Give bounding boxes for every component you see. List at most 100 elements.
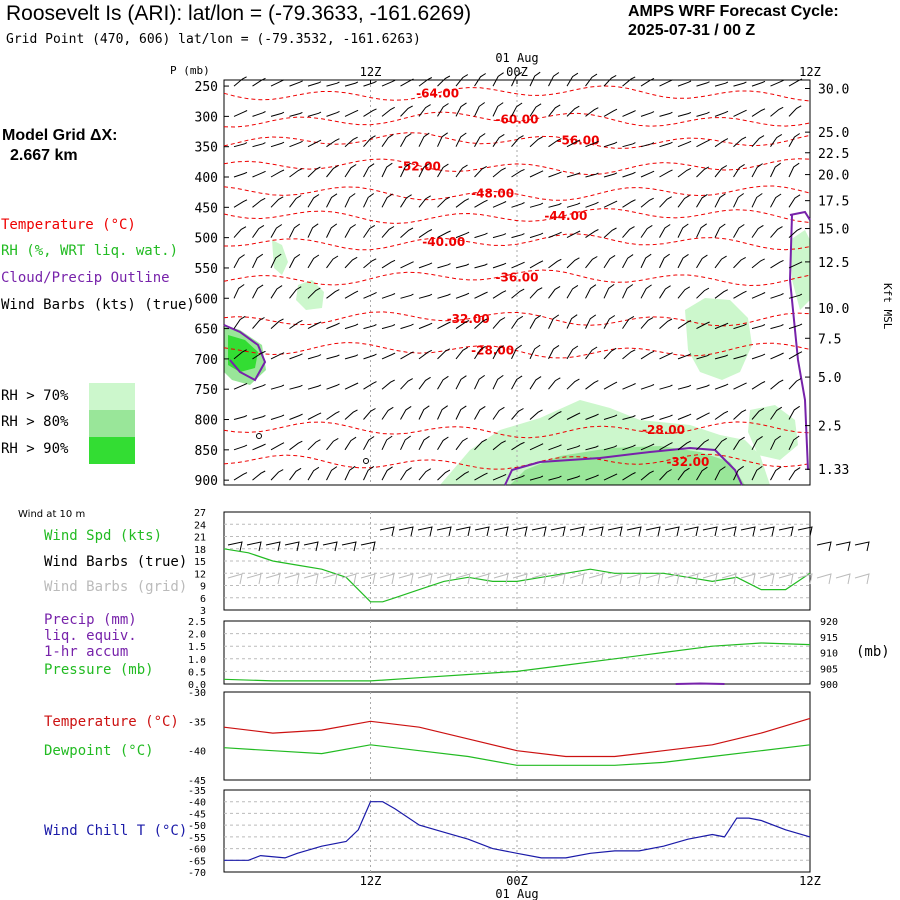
wind-barb-320	[418, 376, 431, 390]
wind-barb-401	[770, 435, 781, 451]
wind-barb-259	[437, 321, 451, 330]
wind-barb-189	[289, 253, 301, 269]
wind-barb-410	[363, 465, 375, 481]
wind10m-grid-barb-30	[797, 573, 813, 585]
chill-panel-ytick-label-1: -65	[188, 856, 206, 867]
wind-barb-208	[640, 253, 652, 269]
wind-barb-159	[307, 223, 319, 238]
wind10m-grid-barb-31	[816, 573, 832, 585]
rh-region-2	[272, 240, 288, 275]
wind-barb-184	[770, 226, 783, 238]
wind10m-grid-barb-5	[322, 573, 338, 585]
wind-barb-154	[788, 194, 801, 208]
wind10m-grid-barb-15	[512, 573, 528, 585]
wind-barb-188	[270, 253, 282, 269]
wind-barb-56	[696, 111, 710, 117]
wind-barb-143	[585, 201, 599, 208]
chart-title: Roosevelt Is (ARI): lat/lon = (-79.3633,…	[6, 2, 472, 25]
wind-barb-139	[511, 202, 525, 208]
wind-barb-112	[585, 172, 599, 178]
wind-barb-177	[640, 224, 653, 238]
wind-barb-106	[474, 165, 487, 178]
wind-barb-397	[696, 439, 710, 451]
wind-barb-387	[511, 441, 525, 451]
wind-barb-344	[289, 413, 303, 420]
rh80-swatch	[89, 410, 135, 437]
wind-barb-383	[437, 436, 449, 451]
wind-barb-226	[400, 293, 414, 299]
wind-barb-257	[400, 323, 414, 330]
wind-barb-28	[751, 80, 766, 87]
wind-barb-362	[622, 415, 636, 420]
wind-barb-427	[677, 467, 690, 481]
wind-panel-ytick-label-3: 12	[194, 569, 206, 580]
wind-barb-255	[363, 324, 377, 330]
wind-barb-88	[714, 138, 729, 148]
wind10m-true-barb-6	[341, 541, 357, 552]
wind10m-grid-barb-3	[284, 573, 300, 585]
height-tick-label-7: 10.0	[818, 302, 849, 317]
chill-panel-ytick-label-7: -35	[188, 786, 206, 797]
temperature-contour-1	[223, 111, 811, 128]
wind-barb-426	[659, 469, 672, 481]
wind-barb-366	[696, 412, 710, 420]
wind-barb-248	[233, 315, 246, 329]
wind-barb-433	[788, 467, 801, 481]
wind-barb-321	[437, 375, 449, 390]
wind-barb-192	[344, 256, 358, 269]
wind10m-true-barb-10	[417, 526, 433, 537]
wind-barb-148	[677, 194, 690, 208]
wind10m-grid-barb-19	[588, 573, 604, 585]
wind-barb-179	[677, 223, 689, 238]
wind-barb-140	[529, 202, 544, 208]
temperature-contour-6	[223, 233, 811, 251]
wind-barb-361	[603, 414, 618, 420]
wind-barb-167	[455, 231, 470, 239]
wind-barb-270	[640, 317, 654, 329]
wind-panel-ytick-label-4: 15	[194, 557, 206, 568]
wind-barb-239	[640, 284, 652, 299]
cloud-outline-2	[504, 446, 743, 486]
wind-barb-409	[344, 465, 356, 481]
wind10m-true-barb-0	[227, 541, 243, 552]
wind-barb-251	[289, 319, 303, 330]
wind-barb-349	[381, 406, 394, 420]
precip-panel-ytick-label-1: 0.5	[188, 667, 206, 678]
windchill-label: Wind Chill T (°C)	[44, 823, 188, 839]
wind-barb-115	[640, 170, 655, 178]
wind-barb-183	[751, 224, 764, 238]
barbs-true-label: Wind Barbs (true)	[44, 554, 188, 570]
wind-barb-236	[585, 284, 597, 299]
wind-barb-241	[677, 286, 691, 299]
temp-panel-ytick-label-0: -45	[188, 776, 206, 787]
wind10m-true-barb-3	[284, 541, 300, 552]
wind-panel-ytick-label-0: 3	[200, 606, 206, 617]
wind-barb-293	[492, 345, 504, 360]
wind-barb-237	[603, 283, 615, 299]
wind-barb-2	[270, 79, 285, 87]
wind-barb-250	[270, 318, 284, 329]
wind-barb-225	[381, 293, 396, 299]
wind-barb-77	[511, 135, 524, 148]
wind-panel-ytick-label-1: 6	[200, 594, 206, 605]
wind-barb-379	[363, 436, 375, 451]
wind-barb-412	[400, 467, 412, 481]
wind-barb-398	[714, 437, 727, 451]
wind-barb-355	[492, 406, 505, 420]
wind-speed-line	[223, 548, 811, 603]
wind-barb-186	[233, 254, 245, 269]
axes-text: 12Z 00Z 12Z 01 Aug	[360, 874, 821, 900]
wind-barb-44	[474, 102, 485, 117]
wind-barb-193	[363, 258, 377, 269]
wind-barb-256	[381, 324, 396, 330]
wind-barb-302	[659, 352, 673, 360]
wind-barb-165	[418, 229, 433, 239]
wind-barb-129	[326, 193, 338, 208]
wind-barb-53	[640, 111, 655, 117]
wind-barb-219	[270, 285, 283, 299]
temperature-line	[223, 717, 811, 758]
wind-barb-201	[511, 261, 525, 269]
pressure-y2-label-0: 900	[820, 680, 838, 691]
wind-barb-57	[714, 110, 729, 117]
wind-barb-316	[344, 382, 359, 390]
